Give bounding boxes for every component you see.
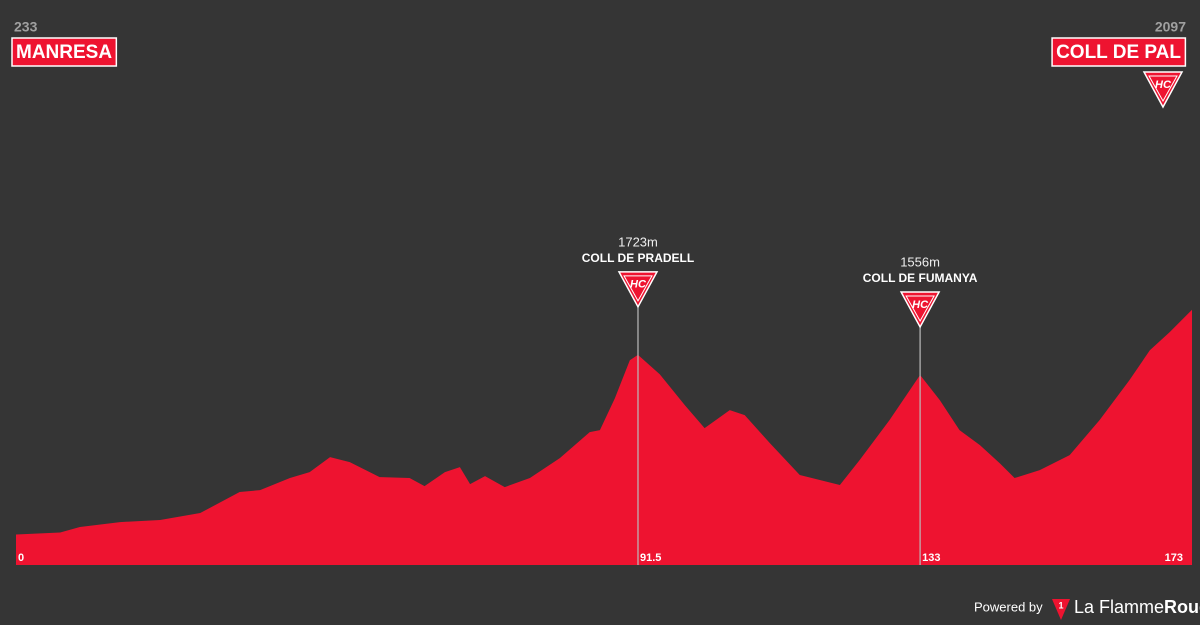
category-label: HC — [630, 279, 647, 291]
elevation-area — [16, 309, 1192, 565]
location-box-bg — [1051, 37, 1187, 67]
category-marker-inner — [623, 275, 653, 302]
x-tick-label: 0 — [18, 552, 24, 564]
brand-main: La Flamme — [1074, 597, 1164, 617]
summit-name: COLL DE FUMANYA — [863, 271, 978, 285]
summit-elevation: 1556m — [900, 254, 940, 269]
x-tick-label: 91.5 — [640, 552, 661, 564]
logo-number: 1 — [1058, 600, 1063, 610]
powered-by: Powered by — [974, 599, 1043, 614]
brand: La FlammeRouge — [1074, 597, 1200, 617]
category-marker-inner — [1148, 75, 1178, 103]
brand-bold: Rouge — [1164, 597, 1200, 617]
finish-elevation: 2097 — [1155, 19, 1186, 35]
category-marker-inner — [905, 295, 935, 322]
x-tick-label: 173 — [1165, 552, 1183, 564]
category-marker — [1142, 71, 1184, 109]
x-tick-label: 133 — [922, 552, 940, 564]
category-marker — [899, 291, 941, 329]
category-label: HC — [912, 299, 929, 311]
start-elevation: 233 — [14, 19, 38, 35]
summit-name: COLL DE PRADELL — [582, 251, 694, 265]
logo-icon — [1052, 599, 1070, 620]
category-marker — [617, 271, 659, 309]
location-name: COLL DE PAL — [1056, 42, 1181, 63]
location-box-bg — [11, 37, 118, 67]
location-box: MANRESA — [11, 37, 118, 67]
summit-elevation: 1723m — [618, 234, 658, 249]
location-name: MANRESA — [16, 42, 112, 63]
category-label: HC — [1155, 79, 1172, 91]
location-box: COLL DE PAL — [1051, 37, 1187, 67]
